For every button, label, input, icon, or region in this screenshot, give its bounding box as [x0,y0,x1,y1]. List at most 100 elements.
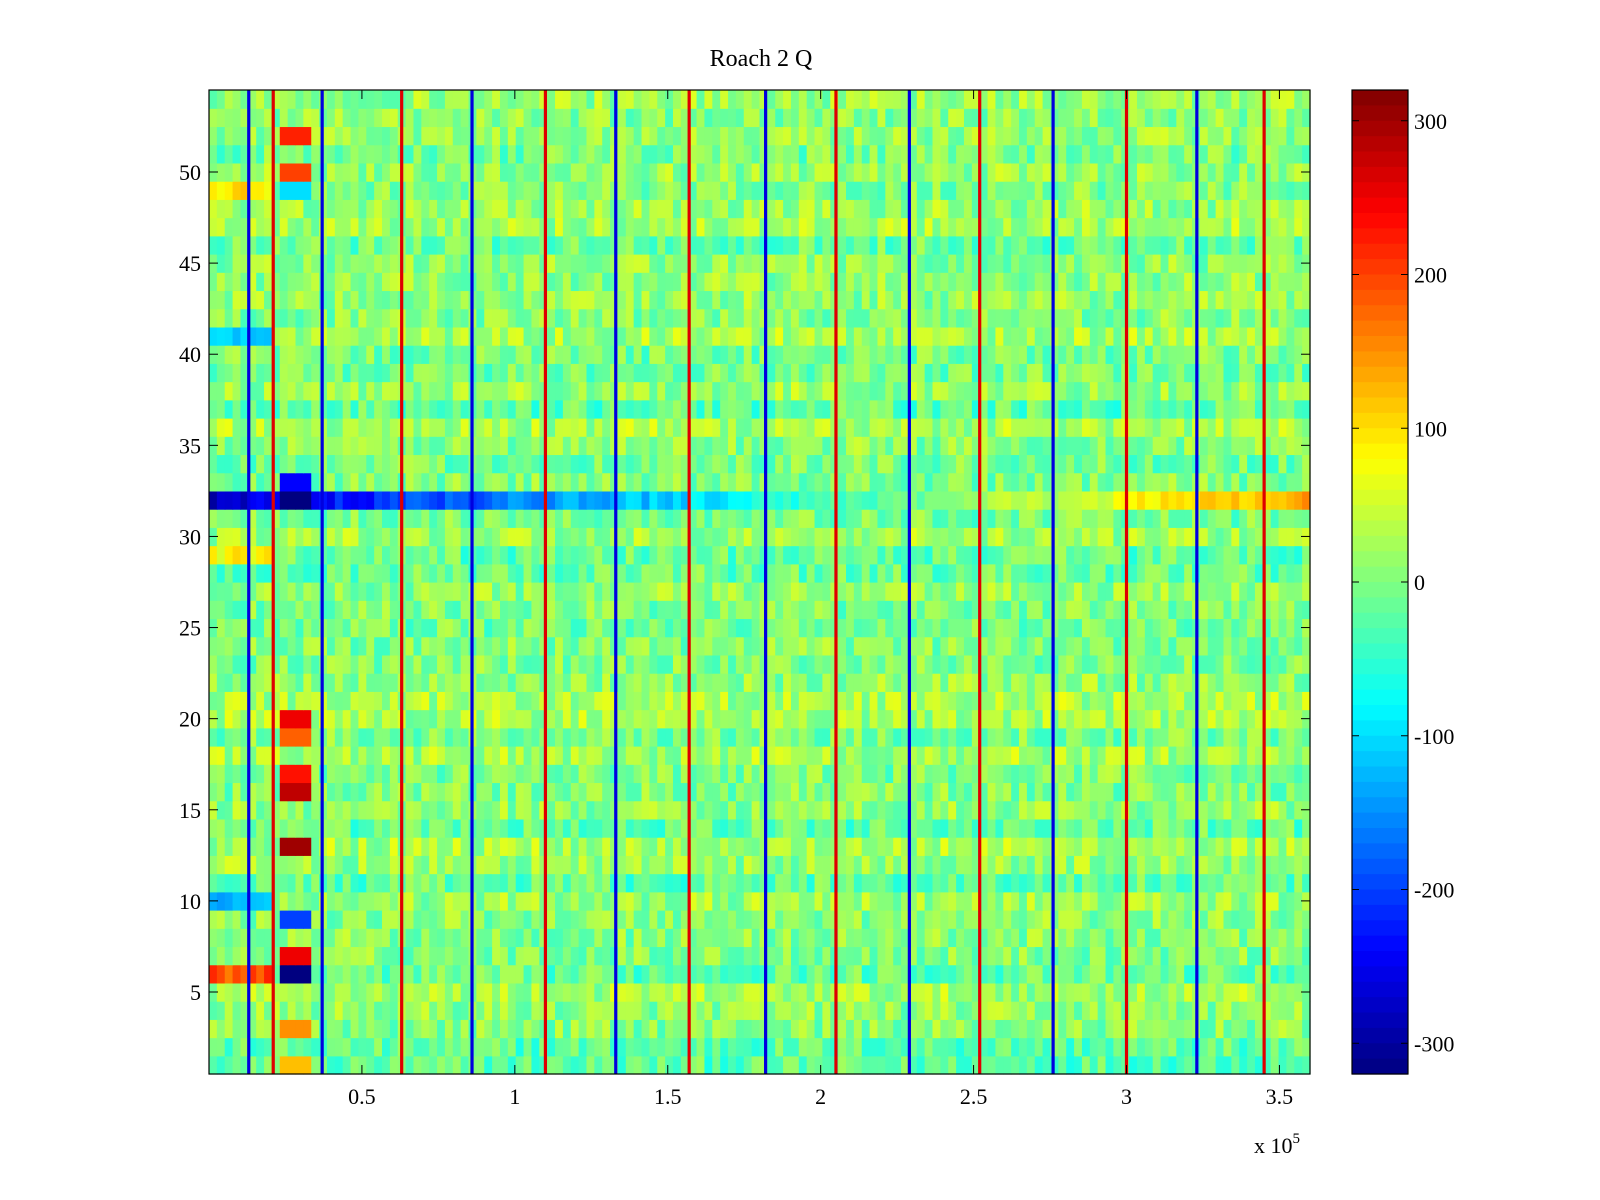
heatmap-cell [476,636,485,656]
heatmap-cell [680,946,690,966]
heatmap-cell [499,855,509,875]
heatmap-cell [790,563,800,583]
heatmap-cell [1270,454,1280,474]
heatmap-cell [767,673,776,692]
heatmap-cell [570,618,580,638]
heatmap-cell [578,782,588,802]
heatmap-cell [1058,964,1067,984]
heatmap-cell [798,1019,808,1039]
heatmap-cell [633,563,643,583]
heatmap-cell [1074,563,1083,583]
heatmap-cell [209,509,218,528]
heatmap-cell [311,800,320,820]
heatmap-cell [1215,837,1225,856]
heatmap-cell [555,727,564,747]
heatmap-cell [1019,472,1028,492]
heatmap-cell [1247,764,1256,784]
heatmap-cell [672,654,682,674]
heatmap-cell [987,1001,997,1020]
heatmap-cell [287,490,297,510]
heatmap-cell [256,1019,265,1039]
heatmap-cell [1215,618,1225,638]
heatmap-cell [806,636,816,656]
heatmap-cell [1034,873,1044,893]
heatmap-cell [1223,855,1232,875]
heatmap-cell [437,818,446,838]
heatmap-cell [1278,600,1287,620]
heatmap-cell [995,527,1004,547]
heatmap-cell [1239,910,1248,929]
heatmap-cell [775,636,784,656]
heatmap-cell [413,490,422,510]
heatmap-cell [649,946,658,966]
heatmap-cell [499,746,509,765]
heatmap-cell [720,910,729,929]
heatmap-cell [783,545,792,565]
heatmap-cell [924,910,934,929]
heatmap-cell [452,691,462,711]
heatmap-cell [798,472,808,492]
heatmap-cell [602,1037,611,1057]
heatmap-cell [562,837,572,856]
heatmap-cell [1239,691,1248,711]
heatmap-cell [901,654,910,674]
heatmap-cell [374,636,383,656]
heatmap-cell [1152,964,1162,984]
heatmap-cell [688,654,698,674]
heatmap-cell [539,964,548,984]
heatmap-cell [476,818,485,838]
heatmap-cell [1081,873,1091,893]
heatmap-cell [696,454,706,474]
heatmap-cell [838,636,847,656]
heatmap-cell [775,709,784,729]
heatmap-cell [916,545,926,565]
heatmap-cell [413,837,422,856]
heatmap-cell [358,1019,367,1039]
heatmap-cell [704,563,713,583]
heatmap-cell [963,964,973,984]
heatmap-cell [728,673,737,692]
heatmap-cell [444,982,454,1002]
heatmap-cell [358,563,367,583]
heatmap-cell [806,873,816,893]
heatmap-cell [924,1055,934,1075]
heatmap-cell [224,545,234,565]
heatmap-cell [932,837,941,856]
heatmap-cell [209,563,218,583]
heatmap-cell [334,636,344,656]
heatmap-cell [342,891,352,911]
heatmap-cell [775,490,784,510]
heatmap-cell [279,746,289,765]
heatmap-cell [578,800,588,820]
heatmap-cell [657,454,666,474]
heatmap-cell [1081,837,1091,856]
heatmap-cell [1176,454,1185,474]
heatmap-cell [877,891,886,911]
heatmap-cell [1026,910,1036,929]
heatmap-cell [484,800,493,820]
heatmap-cell [1207,509,1217,528]
heatmap-cell [853,800,863,820]
heatmap-cell [350,946,360,966]
heatmap-cell [1003,800,1012,820]
heatmap-cell [893,636,902,656]
heatmap-cell [665,436,674,456]
heatmap-cell [932,436,941,456]
heatmap-cell [1278,782,1287,802]
heatmap-cell [901,746,910,765]
heatmap-cell [680,618,690,638]
heatmap-cell [1144,855,1154,875]
heatmap-cell [366,982,375,1002]
heatmap-cell [735,527,745,547]
heatmap-cell [271,946,281,966]
heatmap-cell [1089,490,1099,510]
heatmap-cell [460,764,470,784]
heatmap-cell [877,946,886,966]
heatmap-cell [1026,946,1036,966]
heatmap-cell [657,782,666,802]
heatmap-cell [1129,600,1138,620]
heatmap-cell [1176,800,1185,820]
heatmap-cell [1270,818,1280,838]
heatmap-cell [326,654,336,674]
heatmap-cell [979,600,989,620]
